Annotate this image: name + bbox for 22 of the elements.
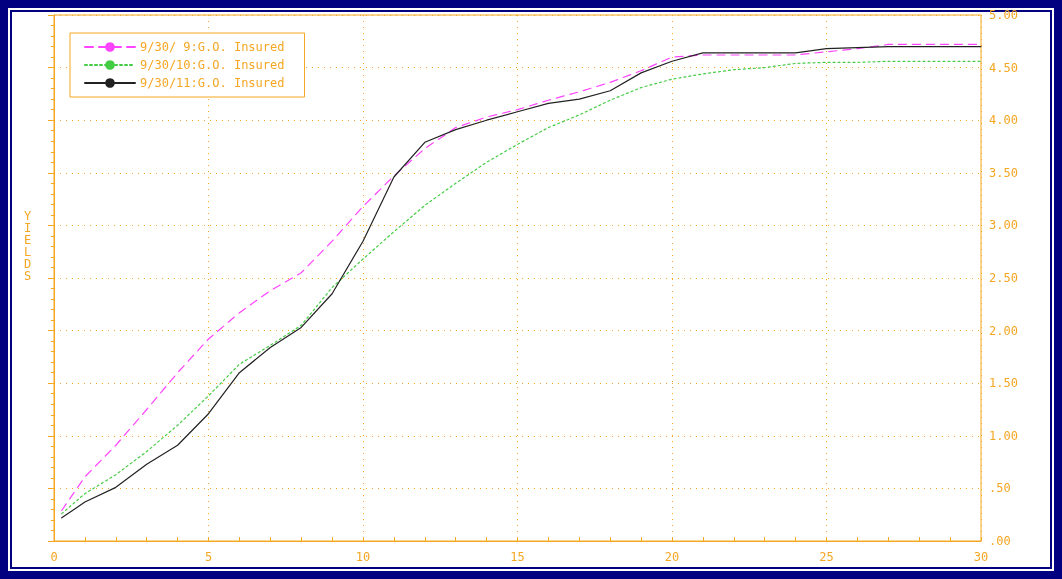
y-tick-label: .50 (989, 481, 1011, 496)
y-tick-label: 1.50 (989, 376, 1018, 391)
x-tick-label: 25 (819, 550, 834, 564)
y-tick-label: 2.50 (989, 271, 1018, 285)
y-tick-label: .00 (989, 534, 1011, 548)
x-tick-label: 20 (664, 550, 680, 564)
y-tick-label: 4.00 (989, 113, 1018, 128)
legend-label: 9/30/10:G.O. Insured (140, 58, 285, 72)
y-tick-label: 3.50 (989, 165, 1018, 180)
x-tick-label: 15 (510, 550, 525, 564)
x-tick-label: 10 (355, 550, 371, 564)
y-tick-label: 5.00 (989, 8, 1018, 22)
x-tick-label: 0 (50, 550, 58, 564)
y-tick-label: 4.50 (989, 60, 1018, 75)
y-tick-label: 1.00 (989, 428, 1018, 443)
x-tick-label: 30 (973, 550, 989, 564)
legend-label: 9/30/ 9:G.O. Insured (140, 40, 285, 54)
y-tick-label: 2.00 (989, 323, 1018, 338)
x-tick-label: 5 (204, 550, 213, 564)
y-axis-title: YIELDS (24, 209, 32, 283)
legend-label: 9/30/11:G.O. Insured (140, 76, 285, 90)
y-tick-label: 3.00 (989, 218, 1018, 233)
